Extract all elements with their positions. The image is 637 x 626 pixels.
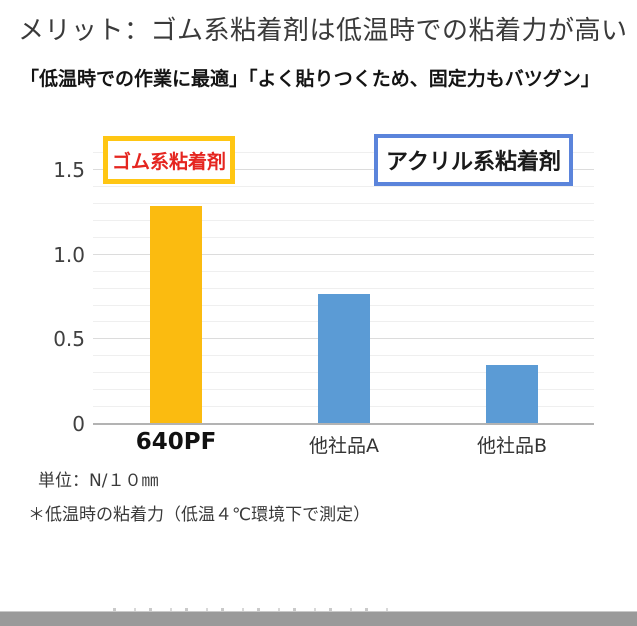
cutoff-text-remnant [100, 608, 390, 612]
y-tick-label-1.5: 1.5 [53, 158, 85, 183]
footer-gray-bar [0, 611, 637, 626]
legend-rubber-adhesive: ゴム系粘着剤 [103, 136, 235, 184]
legend-acrylic-adhesive: アクリル系粘着剤 [374, 134, 573, 186]
bar-640PF [150, 206, 202, 423]
minor-gridline [93, 152, 594, 154]
x-category-label-他社品A: 他社品A [309, 435, 379, 457]
x-category-label-640PF: 640PF [135, 429, 217, 455]
x-category-label-他社品B: 他社品B [476, 435, 548, 457]
unit-note: 単位：N/１０㎜ [38, 471, 159, 491]
legend-rubber-label: ゴム系粘着剤 [111, 150, 226, 173]
bar-他社品B [486, 365, 538, 423]
major-gridline [93, 169, 594, 171]
bar-他社品A [318, 294, 370, 423]
minor-gridline [93, 219, 594, 221]
page-title: メリット：ゴム系粘着剤は低温時での粘着力が高い [18, 16, 628, 46]
major-gridline [93, 253, 594, 255]
y-tick-label-1.0: 1.0 [53, 242, 85, 267]
page-subtitle: 「低温時での作業に最適」「よく貼りつくため、固定力もバツグン」 [20, 68, 600, 90]
x-axis-category-labels: 640PF 他社品A 他社品B [93, 429, 594, 459]
measurement-footnote: ＊低温時の粘着力（低温４℃環境下で測定） [28, 505, 371, 525]
y-tick-label-0: 0 [72, 412, 85, 436]
x-axis-line [93, 423, 594, 425]
minor-gridline [93, 202, 594, 204]
minor-gridline [93, 287, 594, 289]
bar-chart-plot-area [93, 140, 594, 425]
y-tick-label-0.5: 0.5 [53, 327, 85, 352]
minor-gridline [93, 236, 594, 238]
minor-gridline [93, 185, 594, 187]
legend-acrylic-label: アクリル系粘着剤 [386, 150, 561, 175]
minor-gridline [93, 270, 594, 272]
